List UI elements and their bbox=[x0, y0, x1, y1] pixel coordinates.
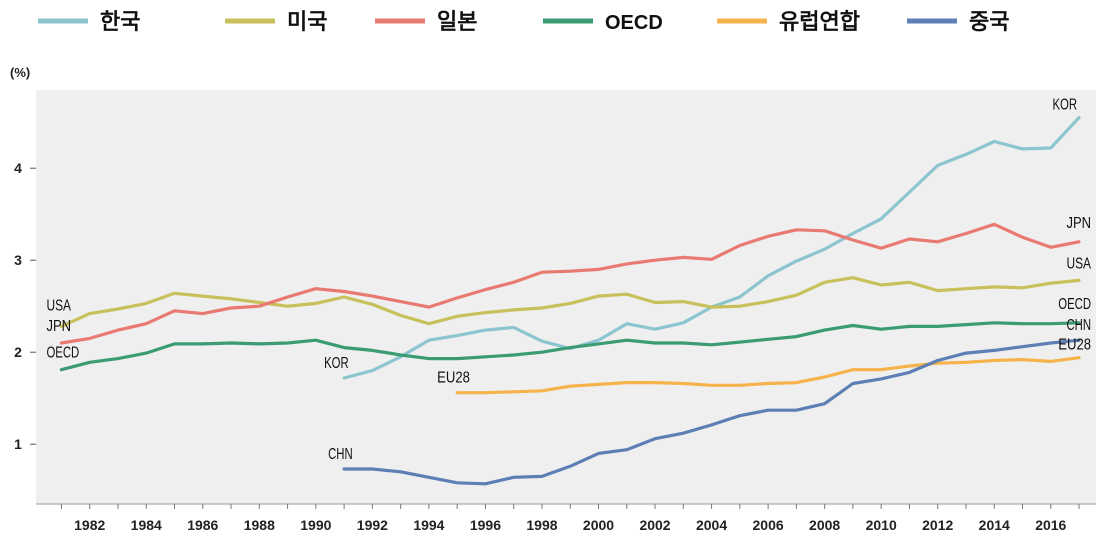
x-tick-label: 2000 bbox=[583, 517, 614, 533]
series-label-jpn-start: JPN bbox=[46, 318, 71, 335]
x-tick-label: 2014 bbox=[979, 517, 1010, 533]
legend-item-oecd: OECD bbox=[543, 12, 663, 34]
x-tick-label: 2008 bbox=[809, 517, 840, 533]
legend-item-jpn: 일본 bbox=[375, 10, 477, 35]
series-label-usa-start: USA bbox=[46, 297, 71, 314]
x-tick-label: 1986 bbox=[187, 517, 218, 533]
legend-item-chn: 중국 bbox=[907, 10, 1009, 35]
y-tick-label: 1 bbox=[14, 436, 22, 452]
y-axis-ticks: 1 2 3 4 bbox=[14, 160, 36, 452]
legend-label: 유럽연합 bbox=[779, 9, 860, 35]
series-label-chn-end: CHN bbox=[1066, 317, 1091, 334]
x-tick-label: 2010 bbox=[866, 517, 897, 533]
x-tick-label: 1988 bbox=[244, 517, 275, 533]
series-label-usa-end: USA bbox=[1066, 255, 1091, 272]
legend-label: 미국 bbox=[287, 10, 327, 35]
x-tick-label: 1990 bbox=[300, 517, 331, 533]
x-axis-ticks: 1982 1984 1986 1988 1990 1992 1994 1996 1998 2000… bbox=[36, 503, 1096, 533]
series-label-jpn-end: JPN bbox=[1066, 215, 1091, 232]
x-tick-label: 1992 bbox=[357, 517, 388, 533]
series-line-oecd bbox=[59, 321, 1081, 372]
legend-label: 일본 bbox=[437, 10, 477, 35]
y-axis-unit-label: (%) bbox=[10, 65, 30, 80]
x-tick-label: 1984 bbox=[131, 517, 162, 533]
series-label-oecd-end: OECD bbox=[1058, 296, 1091, 313]
x-tick-label: 1996 bbox=[470, 517, 501, 533]
series-lines bbox=[59, 116, 1081, 486]
plot-area-background bbox=[36, 90, 1096, 504]
x-tick-label: 2012 bbox=[922, 517, 953, 533]
legend-label: 한국 bbox=[100, 10, 140, 35]
series-label-eu28-end: EU28 bbox=[1058, 337, 1091, 354]
legend-label: 중국 bbox=[969, 10, 1009, 35]
legend-item-usa: 미국 bbox=[225, 10, 327, 35]
x-tick-label: 1994 bbox=[413, 517, 444, 533]
chart-legend: 한국 미국 일본 OECD 유럽연합 중국 bbox=[38, 9, 1009, 35]
y-tick-label: 3 bbox=[14, 252, 22, 268]
y-tick-label: 4 bbox=[14, 160, 22, 176]
series-line-chn bbox=[342, 338, 1081, 486]
legend-item-kor: 한국 bbox=[38, 10, 140, 35]
series-label-kor-start: KOR bbox=[324, 355, 349, 372]
x-tick-label: 1982 bbox=[74, 517, 105, 533]
x-tick-label: 2004 bbox=[696, 517, 727, 533]
series-label-kor-end: KOR bbox=[1052, 97, 1077, 114]
series-labels: KOR KOR USA JPN JPN USA OECD OECD EU28 EU28 CHN CHN bbox=[46, 97, 1091, 463]
x-tick-label: 1998 bbox=[526, 517, 557, 533]
legend-item-eu28: 유럽연합 bbox=[717, 9, 860, 35]
series-line-jpn bbox=[59, 222, 1081, 345]
series-line-usa bbox=[59, 276, 1081, 328]
series-line-eu28 bbox=[455, 356, 1081, 395]
y-tick-label: 2 bbox=[14, 344, 22, 360]
series-label-eu28-start: EU28 bbox=[437, 370, 470, 387]
x-tick-label: 2006 bbox=[753, 517, 784, 533]
x-tick-label: 2002 bbox=[639, 517, 670, 533]
x-tick-label: 2016 bbox=[1035, 517, 1066, 533]
series-label-chn-start: CHN bbox=[328, 446, 353, 463]
legend-label: OECD bbox=[605, 12, 663, 34]
series-label-oecd-start: OECD bbox=[46, 345, 79, 362]
